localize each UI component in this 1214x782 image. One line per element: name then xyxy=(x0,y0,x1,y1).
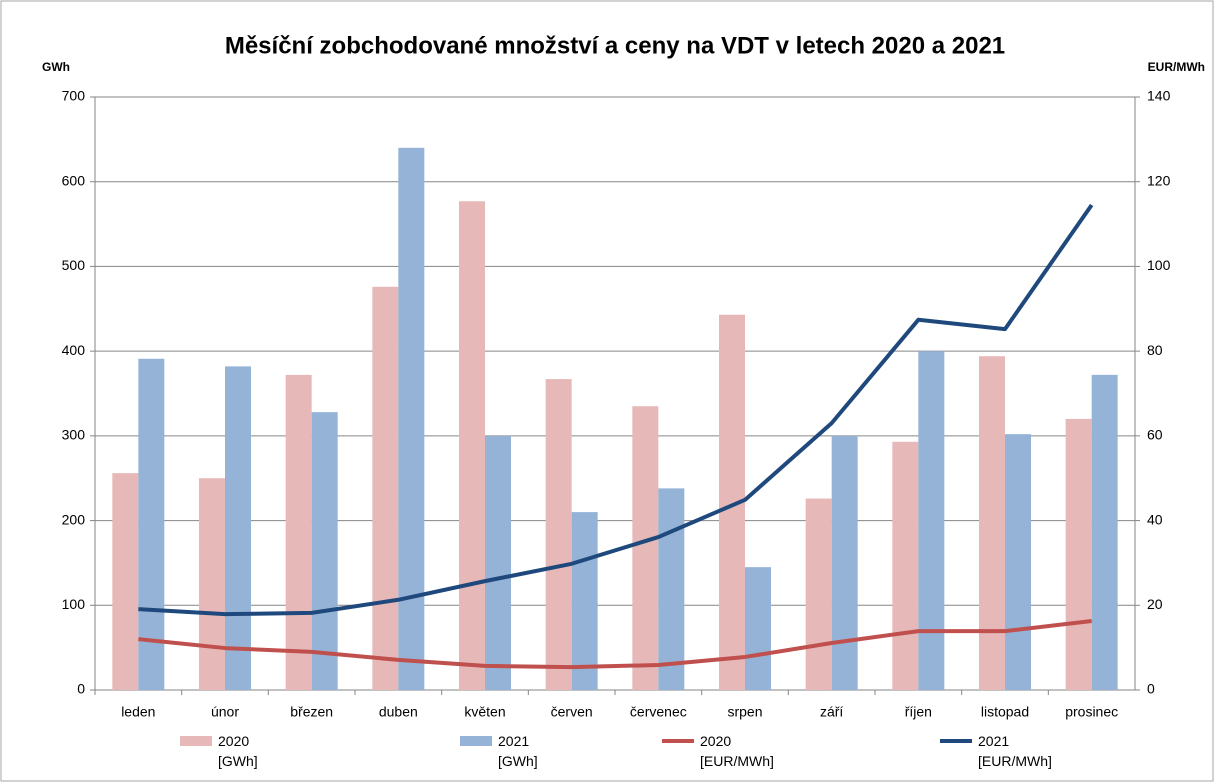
y2-axis-label: EUR/MWh xyxy=(1148,60,1205,74)
bar xyxy=(1091,374,1118,690)
bar xyxy=(831,435,858,690)
y-tick-label: 0 xyxy=(77,681,85,697)
x-tick-label: září xyxy=(820,704,843,720)
chart-title: Měsíční zobchodované množství a ceny na … xyxy=(225,32,1005,59)
bar xyxy=(1005,434,1031,690)
legend-label: 2020 [GWh] xyxy=(218,733,258,769)
y-tick-label: 700 xyxy=(62,88,86,104)
x-tick-label: prosinec xyxy=(1065,704,1118,720)
bar xyxy=(138,358,165,690)
y2-tick-label: 40 xyxy=(1147,511,1163,527)
legend-label: 2021 [EUR/MWh] xyxy=(978,733,1052,769)
bar xyxy=(918,351,945,690)
bar xyxy=(285,374,312,690)
bar xyxy=(398,147,425,691)
x-tick-label: listopad xyxy=(981,704,1029,720)
bar xyxy=(311,412,338,690)
bar xyxy=(1065,418,1092,690)
bar xyxy=(485,435,511,690)
legend-swatch xyxy=(180,736,212,746)
bar xyxy=(745,567,771,690)
y-tick-label: 100 xyxy=(62,596,86,612)
bar xyxy=(372,286,399,690)
bar xyxy=(979,356,1005,690)
y-tick-label: 600 xyxy=(62,172,86,188)
y-axis-label: GWh xyxy=(42,60,70,74)
bar xyxy=(571,512,598,690)
y2-tick-label: 60 xyxy=(1147,427,1163,443)
x-tick-label: červenec xyxy=(630,704,687,720)
bar xyxy=(658,488,685,690)
y2-tick-label: 80 xyxy=(1147,342,1163,358)
bar xyxy=(199,478,225,690)
x-tick-label: červen xyxy=(551,704,593,720)
x-tick-label: srpen xyxy=(727,704,762,720)
x-tick-label: únor xyxy=(211,704,239,720)
bar xyxy=(225,366,251,690)
legend-label: 2020 [EUR/MWh] xyxy=(700,733,774,769)
y-tick-label: 500 xyxy=(62,257,86,273)
y-tick-label: 400 xyxy=(62,342,86,358)
bar xyxy=(459,201,485,690)
line xyxy=(138,203,1094,617)
y2-tick-label: 100 xyxy=(1147,257,1171,273)
legend-swatch xyxy=(460,736,492,746)
legend-label: 2021 [GWh] xyxy=(498,733,538,769)
x-tick-label: říjen xyxy=(905,704,932,720)
bar xyxy=(892,441,919,690)
y-tick-label: 200 xyxy=(62,511,86,527)
bar xyxy=(805,498,832,690)
x-tick-label: duben xyxy=(379,704,418,720)
bar xyxy=(112,473,139,690)
x-tick-label: leden xyxy=(121,704,155,720)
bar xyxy=(632,406,659,690)
y2-tick-label: 0 xyxy=(1147,681,1155,697)
bar xyxy=(545,379,572,690)
y2-tick-label: 120 xyxy=(1147,172,1171,188)
x-tick-label: březen xyxy=(290,704,333,720)
y2-tick-label: 140 xyxy=(1147,88,1171,104)
y2-tick-label: 20 xyxy=(1147,596,1163,612)
x-tick-label: květen xyxy=(464,704,505,720)
line xyxy=(138,618,1092,670)
y-tick-label: 300 xyxy=(62,427,86,443)
